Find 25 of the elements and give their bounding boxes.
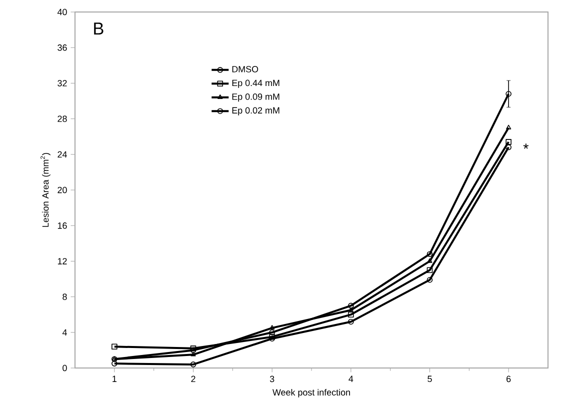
annotation: B [94, 22, 104, 34]
legend-label: Ep 0.44 mM [232, 80, 280, 88]
y-tick-label: 28 [58, 116, 67, 122]
y-tick-label: 4 [62, 329, 67, 336]
y-tick-label: 16 [58, 222, 67, 229]
y-tick-label: 8 [62, 294, 67, 300]
y-tick-label: 20 [58, 186, 67, 194]
annotation: * [523, 144, 528, 149]
legend-label: Ep 0.02 mM [232, 107, 280, 116]
y-axis-title: Lesion Area (mm$^{2}$) [40, 153, 50, 227]
y-tick-label: 24 [58, 151, 67, 158]
y-tick-label: 0 [62, 364, 67, 372]
x-tick-label: 4 [348, 376, 354, 382]
x-axis-title: Week post infection [272, 388, 350, 398]
y-tick-label: 32 [58, 80, 67, 86]
y-tick-label: 40 [57, 8, 67, 16]
y-tick-label: 12 [58, 258, 67, 264]
legend-label: DMSO [232, 66, 258, 72]
x-tick-label: 2 [191, 376, 196, 382]
x-tick-label: 1 [112, 376, 116, 382]
x-tick-label: 5 [428, 376, 432, 382]
y-tick-label: 36 [58, 44, 67, 51]
x-tick-label: 6 [506, 376, 511, 382]
legend-label: Ep 0.09 mM [232, 93, 280, 102]
x-tick-label: 3 [270, 376, 274, 382]
